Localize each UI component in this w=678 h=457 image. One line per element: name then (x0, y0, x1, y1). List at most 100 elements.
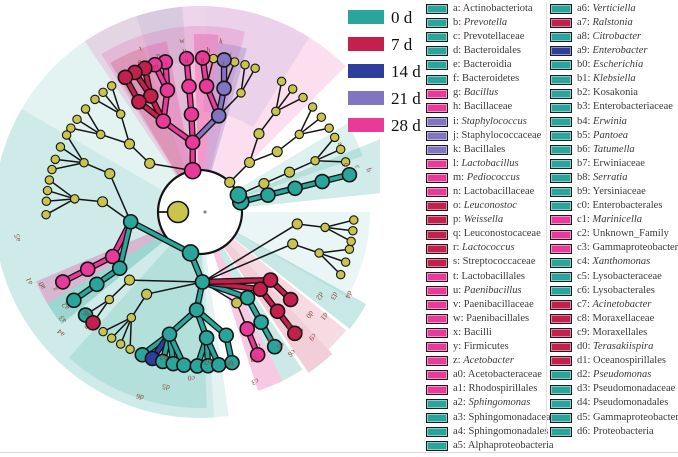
taxa-legend-swatch (426, 399, 448, 409)
clade-node (142, 289, 152, 299)
taxa-legend-item: b5: Pantoea (550, 129, 678, 143)
clade-node (325, 124, 333, 132)
clade-node (284, 293, 298, 307)
clade-node (125, 275, 135, 285)
clade-node (70, 195, 78, 203)
clade-node (113, 261, 127, 275)
taxa-legend-swatch (550, 328, 572, 338)
taxa-legend-label: d0: Terasakiispira (577, 342, 653, 353)
taxa-legend-label: b3: Enterobacteriaceae (577, 102, 673, 113)
taxa-legend-swatch (426, 32, 448, 42)
taxa-legend-label: z: Acetobacter (453, 356, 514, 367)
taxa-legend-item: t: Lactobacillales (426, 270, 542, 284)
taxa-legend-swatch (550, 187, 572, 197)
clade-node (145, 158, 155, 168)
taxa-legend-swatch (550, 342, 572, 352)
clade-node (126, 345, 134, 353)
taxa-legend-item: d: Bacteroidales (426, 44, 542, 58)
taxa-legend-item: a1: Rhodospirillales (426, 383, 542, 397)
clade-node (186, 135, 200, 149)
taxa-legend-item: b2: Kosakonia (550, 87, 678, 101)
taxa-legend-label: d4: Pseudomonadales (577, 398, 668, 409)
taxa-legend-label: m: Pediococcus (453, 173, 520, 184)
taxa-legend-item: w: Paenibacillales (426, 312, 542, 326)
taxa-legend-item: a2: Sphingomonas (426, 397, 542, 411)
clade-node (308, 103, 316, 111)
clade-node (272, 147, 282, 157)
taxa-legend-label: a4: Sphingomonadales (453, 427, 548, 438)
clade-node (237, 89, 245, 97)
clade-label: g (201, 55, 205, 64)
time-legend-swatch (348, 10, 384, 24)
clade-node (105, 169, 115, 179)
taxa-legend-label: d6: Proteobacteria (577, 427, 654, 438)
taxa-legend-label: a7: Ralstonia (577, 18, 633, 29)
clade-node (272, 107, 280, 115)
taxa-legend-swatch (426, 314, 448, 324)
clade-node (240, 322, 254, 336)
taxa-legend-label: c8: Moraxellaceae (577, 314, 654, 325)
taxa-legend-swatch (550, 117, 572, 127)
clade-node (347, 237, 355, 245)
time-legend-item: 0 d (348, 8, 421, 26)
clade-node (241, 291, 255, 305)
clade-node (80, 159, 88, 167)
taxa-legend-label: x: Bacilli (453, 328, 492, 339)
taxa-legend-label: i: Staphylococcus (453, 117, 527, 128)
taxa-legend-label: n: Lactobacillaceae (453, 187, 534, 198)
clade-node (42, 197, 50, 205)
taxa-legend-swatch (426, 272, 448, 282)
taxa-legend-swatch (550, 370, 572, 380)
taxa-legend-label: y: Firmicutes (453, 342, 509, 353)
clade-node (244, 158, 254, 168)
clade-node (254, 129, 264, 139)
taxa-legend-item: a3: Sphingomonadaceae (426, 411, 542, 425)
taxa-legend-label: c0: Enterobacterales (577, 201, 662, 212)
taxa-legend-item: o: Leuconostoc (426, 199, 542, 213)
taxa-legend-label: d2: Pseudomonas (577, 370, 651, 381)
time-legend-swatch (348, 91, 384, 105)
taxa-legend-swatch (550, 46, 572, 56)
clade-node (190, 303, 204, 317)
taxa-legend-label: c6: Lysobacterales (577, 286, 655, 297)
clade-node (345, 245, 353, 253)
taxa-legend-item: u: Paenibacillus (426, 284, 542, 298)
time-legend-item: 28 d (348, 116, 421, 134)
taxa-legend-item: d2: Pseudomonas (550, 368, 678, 382)
taxa-legend-swatch (426, 145, 448, 155)
taxa-legend-label: g: Bacillus (453, 88, 498, 99)
taxa-legend-swatch (550, 89, 572, 99)
taxa-legend-swatch (426, 60, 448, 70)
clade-node (299, 93, 307, 101)
taxa-legend-label: b0: Escherichia (577, 60, 643, 71)
clade-node (125, 139, 135, 149)
clade-node (185, 163, 201, 179)
taxa-legend-swatch (426, 117, 448, 127)
taxa-legend-swatch (550, 356, 572, 366)
clade-node (277, 77, 285, 85)
time-legend-swatch (348, 118, 384, 132)
clade-node (261, 188, 275, 202)
taxa-legend-item: g: Bacillus (426, 87, 542, 101)
clade-label: c3 (250, 376, 260, 387)
clade-node (330, 133, 338, 141)
time-legend-label: 28 d (391, 117, 421, 134)
taxa-legend-item: b7: Erwiniaceae (550, 157, 678, 171)
taxa-legend-swatch (426, 173, 448, 183)
taxa-legend-item: d0: Terasakiispira (550, 340, 678, 354)
taxa-legend-item: a0: Acetobacteraceae (426, 368, 542, 382)
taxa-legend-swatch (426, 244, 448, 254)
taxa-legend-swatch (550, 131, 572, 141)
taxa-legend-item: v: Paenibacillaceae (426, 298, 542, 312)
clade-node (321, 223, 329, 231)
taxa-legend-swatch (426, 370, 448, 380)
taxa-legend-item: a6: Verticiella (550, 2, 678, 16)
taxa-legend-label: b8: Serratia (577, 173, 627, 184)
taxa-legend-item: c2: Unknown_Family (550, 228, 678, 242)
taxa-legend-swatch (426, 159, 448, 169)
clade-node (182, 79, 196, 93)
clade-node (163, 327, 177, 341)
taxa-legend-swatch (426, 385, 448, 395)
taxa-legend-swatch (550, 413, 572, 423)
